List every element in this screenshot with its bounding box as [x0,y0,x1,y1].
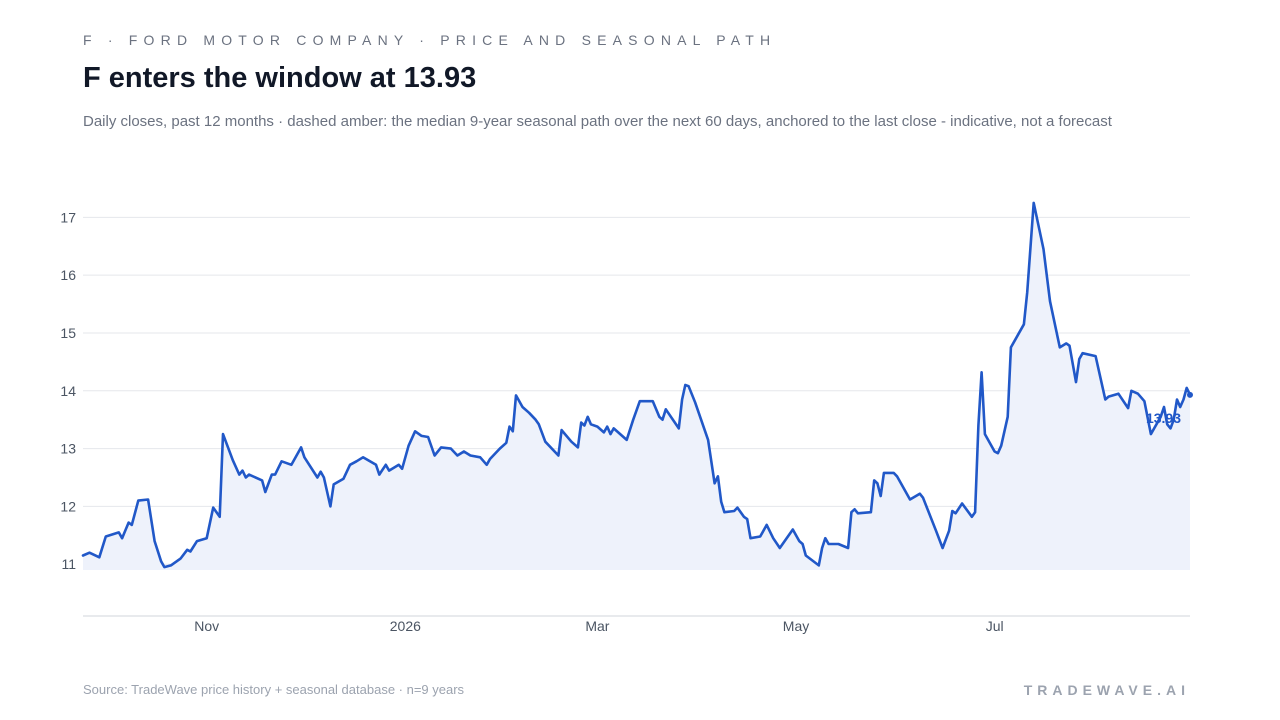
price-area-fill [83,202,1190,570]
chart-title: F enters the window at 13.93 [83,62,477,94]
x-tick-label-May: May [783,618,809,634]
y-tick-label-11: 11 [61,556,76,572]
y-tick-label-17: 17 [60,209,76,225]
x-tick-label-Mar: Mar [585,618,609,634]
y-tick-label-14: 14 [60,383,76,399]
y-tick-label-13: 13 [60,441,76,457]
x-tick-label-Nov: Nov [194,618,219,634]
x-tick-label-2026: 2026 [390,618,421,634]
chart-kicker: F · FORD MOTOR COMPANY · PRICE AND SEASO… [83,32,777,48]
source-note: Source: TradeWave price history + season… [83,682,465,697]
x-tick-label-Jul: Jul [986,618,1004,634]
y-tick-label-15: 15 [60,325,76,341]
brand-logo-text: TRADEWAVE.AI [1023,682,1190,698]
last-close-point [1187,391,1193,398]
chart-subtitle: Daily closes, past 12 months · dashed am… [83,113,1112,130]
y-tick-label-16: 16 [60,267,76,283]
price-line [81,201,1192,569]
y-tick-label-12: 12 [60,498,76,514]
last-close-label: 13.93 [1146,410,1181,426]
